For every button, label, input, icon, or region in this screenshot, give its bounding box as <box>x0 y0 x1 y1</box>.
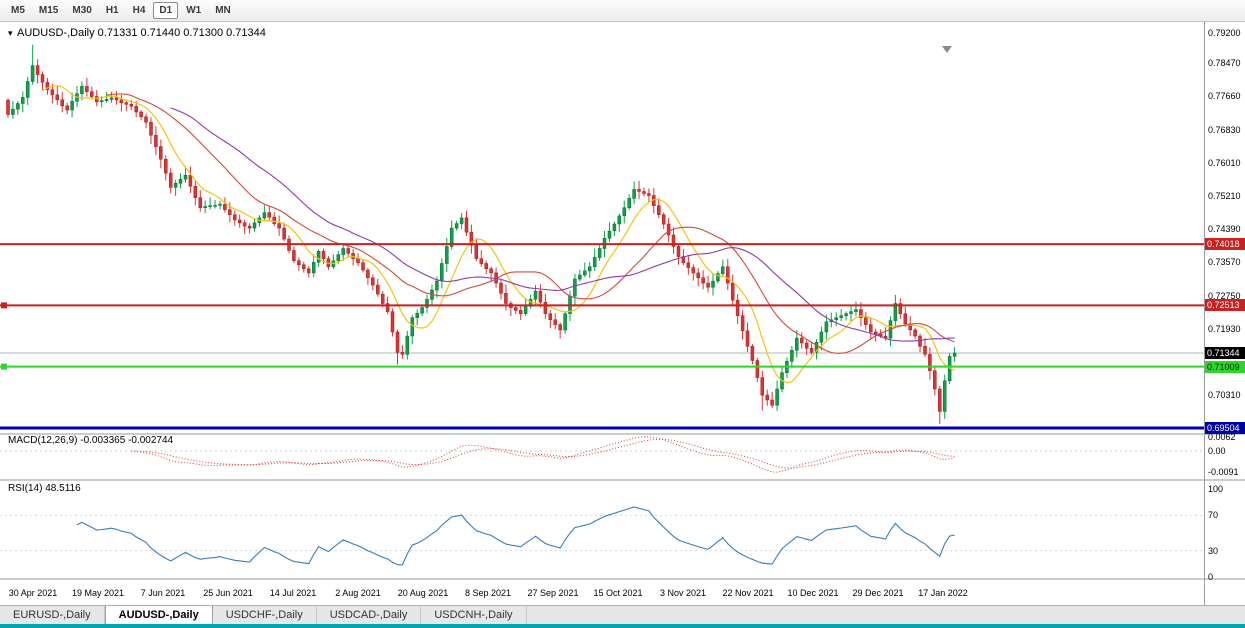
chart-symbol-label: AUDUSD-,Daily <box>16 27 95 39</box>
date-axis-label: 27 Sep 2021 <box>527 588 579 598</box>
support-1-handle[interactable] <box>1 363 7 370</box>
chart-shift-marker-icon[interactable] <box>942 46 952 53</box>
date-axis-label: 3 Nov 2021 <box>659 588 707 598</box>
support-1-price-tag: 0.71009 <box>1205 360 1245 373</box>
date-axis-label: 17 Jan 2022 <box>918 588 968 598</box>
rsi-axis-label: 0 <box>1208 572 1214 582</box>
chart-title: ▾ AUDUSD-,Daily 0.71331 0.71440 0.71300 … <box>8 27 266 39</box>
collapse-arrow-icon[interactable]: ▾ <box>8 28 13 38</box>
macd-axis-label: 0.0062 <box>1208 432 1236 442</box>
timeframe-button-w1[interactable]: W1 <box>186 5 202 16</box>
bottom-accent-strip <box>0 624 1245 628</box>
price-tick-label: 0.76830 <box>1208 124 1241 135</box>
timeframe-button-m15[interactable]: M15 <box>38 5 59 16</box>
timeframe-buttons: M5 M15 M30 H1 H4 D1 W1 MN <box>4 2 238 19</box>
date-axis-label: 29 Dec 2021 <box>852 588 904 598</box>
ma-mid-line <box>106 93 955 354</box>
date-axis-label: 2 Aug 2021 <box>335 588 381 598</box>
price-tick-label: 0.71930 <box>1208 324 1241 335</box>
candlestick-series <box>6 44 957 424</box>
price-tick-label: 0.78470 <box>1208 57 1241 68</box>
price-tick-label: 0.77660 <box>1208 90 1241 101</box>
resistance-2-price-tag: 0.72513 <box>1205 299 1245 312</box>
date-axis-label: 15 Oct 2021 <box>593 588 643 598</box>
macd-main-line <box>131 436 955 473</box>
date-axis-label: 14 Jul 2021 <box>269 588 317 598</box>
date-axis-label: 8 Sep 2021 <box>464 588 512 598</box>
date-axis-label: 20 Aug 2021 <box>397 588 449 598</box>
chart-ohlc-values: 0.71331 0.71440 0.71300 0.71344 <box>97 27 266 39</box>
symbol-tab-audusd[interactable]: AUDUSD-,Daily <box>104 606 213 624</box>
date-axis-label: 19 May 2021 <box>71 588 125 598</box>
symbol-tab-usdcad[interactable]: USDCAD-,Daily <box>317 606 422 624</box>
symbol-tab-usdchf[interactable]: USDCHF-,Daily <box>213 606 317 624</box>
timeframe-button-d1[interactable]: D1 <box>153 2 179 19</box>
price-tick-label: 0.79200 <box>1208 28 1241 38</box>
date-axis-label: 22 Nov 2021 <box>722 588 774 598</box>
rsi-axis-label: 70 <box>1208 510 1219 521</box>
timeframe-button-m30[interactable]: M30 <box>72 5 92 16</box>
timeframe-button-h4[interactable]: H4 <box>132 5 146 16</box>
macd-axis-label: 0.00 <box>1208 446 1226 456</box>
date-axis-label: 10 Dec 2021 <box>787 588 839 598</box>
macd-indicator-label: MACD(12,26,9) -0.003365 -0.002744 <box>8 435 174 446</box>
date-axis-label: 25 Jun 2021 <box>203 588 253 598</box>
price-tick-label: 0.74390 <box>1208 223 1241 234</box>
current-price-tag: 0.71344 <box>1205 347 1245 359</box>
date-axis-label: 7 Jun 2021 <box>140 588 186 598</box>
ma-fast-line <box>42 85 955 384</box>
price-tick-label: 0.72750 <box>1208 290 1241 301</box>
rsi-axis-label: 30 <box>1208 545 1219 556</box>
rsi-axis-label: 100 <box>1208 484 1224 494</box>
price-tick-label: 0.70310 <box>1208 390 1241 401</box>
symbol-tab-bar: EURUSD-,Daily AUDUSD-,Daily USDCHF-,Daily U… <box>0 605 1245 624</box>
timeframe-toolbar: M5 M15 M30 H1 H4 D1 W1 MN <box>0 0 1245 22</box>
macd-signal-line <box>131 438 955 469</box>
rsi-indicator-label: RSI(14) 48.5116 <box>8 483 81 494</box>
chart-canvas[interactable] <box>0 22 1245 605</box>
support-2-price-tag: 0.69504 <box>1205 421 1245 434</box>
rsi-line <box>76 506 955 566</box>
price-tick-label: 0.73570 <box>1208 257 1241 268</box>
timeframe-button-mn[interactable]: MN <box>215 5 231 16</box>
resistance-2-handle[interactable] <box>1 302 7 309</box>
ma-slow-line <box>170 107 955 342</box>
timeframe-button-h1[interactable]: H1 <box>105 5 119 16</box>
macd-axis-label: -0.0091 <box>1208 466 1239 477</box>
symbol-tab-usdcnh[interactable]: USDCNH-,Daily <box>421 606 527 624</box>
symbol-tab-eurusd[interactable]: EURUSD-,Daily <box>0 606 105 624</box>
resistance-1-price-tag: 0.74018 <box>1205 238 1245 251</box>
price-tick-label: 0.76010 <box>1208 157 1241 168</box>
price-tick-label: 0.75210 <box>1208 190 1241 201</box>
date-axis-label: 30 Apr 2021 <box>8 588 58 598</box>
timeframe-button-m5[interactable]: M5 <box>11 5 25 16</box>
